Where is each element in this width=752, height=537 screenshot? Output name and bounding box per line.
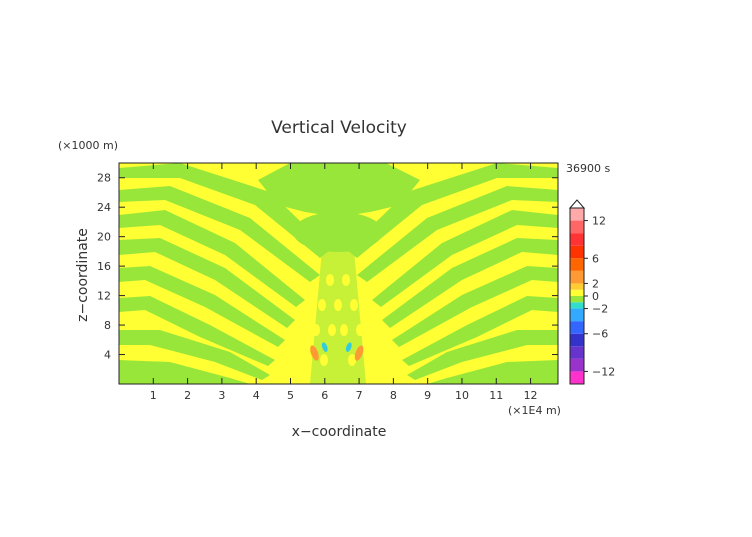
time-label: 36900 s [566, 162, 610, 175]
negative-velocity-bands [119, 163, 558, 384]
colorbar-tick-label: 0 [592, 290, 599, 303]
y-tick-label: 4 [104, 349, 111, 362]
y-tick-label: 20 [97, 231, 111, 244]
chart-title: Vertical Velocity [271, 118, 407, 138]
y-unit-label: (×1000 m) [58, 139, 118, 152]
x-tick-label: 2 [184, 389, 191, 402]
colorbar-tick-label: −2 [592, 303, 608, 316]
y-axis-ticks: 4 8 12 16 20 24 28 [97, 172, 558, 362]
x-unit-label: (×1E4 m) [508, 404, 561, 417]
colorbar-level [570, 346, 584, 359]
colorbar-tick-label: −6 [592, 328, 608, 341]
colorbar-level [570, 245, 584, 259]
plot-frame [118, 162, 559, 385]
x-tick-label: 5 [287, 389, 294, 402]
colorbar-level [570, 208, 584, 221]
colorbar-tick-label: 12 [592, 215, 606, 228]
y-tick-label: 24 [97, 201, 111, 214]
x-tick-label: 10 [455, 389, 469, 402]
colorbar-tick-label: 2 [592, 277, 599, 290]
colorbar: 12 6 20−2 −6 −12 [568, 199, 615, 385]
y-tick-label: 16 [97, 260, 111, 273]
colorbar-level [570, 296, 584, 303]
downdraft-mark [354, 345, 364, 361]
colorbar-level [570, 358, 584, 372]
colorbar-level [570, 321, 584, 334]
x-tick-label: 11 [489, 389, 503, 402]
x-tick-label: 8 [390, 389, 397, 402]
colorbar-level [570, 308, 584, 322]
x-axis-ticks: 1 2 3 4 5 6 7 8 9 10 11 12 [150, 163, 538, 402]
central-lattice [312, 274, 364, 366]
colorbar-level [570, 283, 584, 290]
x-axis-label: x−coordinate [292, 424, 387, 440]
y-tick-label: 8 [104, 319, 111, 332]
colorbar-level [570, 233, 584, 246]
colorbar-tick-label: −12 [592, 365, 615, 378]
colorbar-level [570, 289, 584, 296]
x-tick-label: 9 [424, 389, 431, 402]
x-tick-label: 6 [321, 389, 328, 402]
x-tick-label: 7 [356, 389, 363, 402]
colorbar-level [570, 333, 584, 347]
colorbar-level [570, 258, 584, 271]
x-tick-label: 12 [524, 389, 538, 402]
colorbar-level [570, 220, 584, 234]
y-tick-label: 28 [97, 172, 111, 185]
x-tick-label: 4 [253, 389, 260, 402]
downdraft-mark [310, 345, 319, 361]
y-axis-label: z−coordinate [75, 228, 91, 322]
colorbar-level [570, 371, 584, 384]
velocity-features [310, 342, 364, 361]
colorbar-level [570, 270, 584, 284]
x-tick-label: 1 [150, 389, 157, 402]
colorbar-level [570, 302, 584, 309]
updraft-mark [321, 342, 328, 352]
colorbar-overflow-arrow [568, 199, 586, 209]
updraft-mark [345, 342, 352, 352]
y-tick-label: 12 [97, 290, 111, 303]
x-tick-label: 3 [218, 389, 225, 402]
colorbar-tick-label: 6 [592, 252, 599, 265]
